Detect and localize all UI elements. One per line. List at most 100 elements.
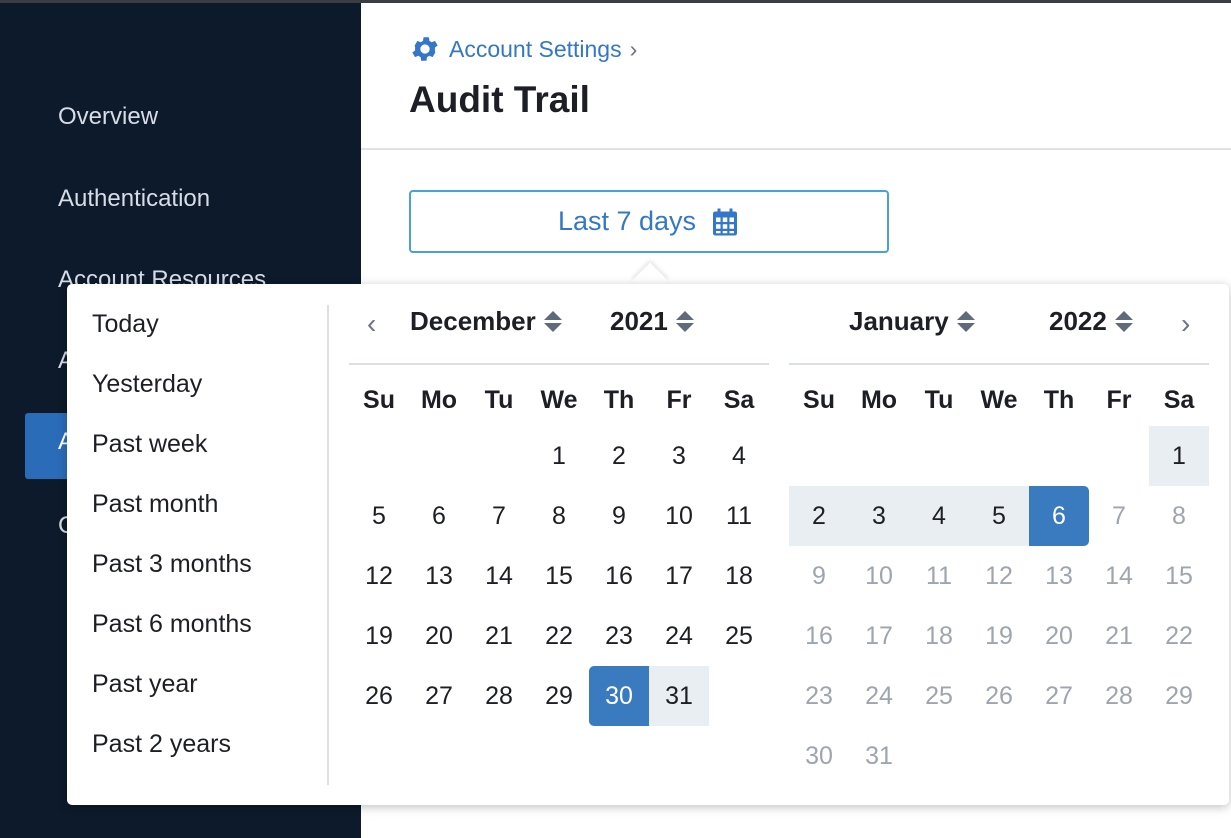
day-cell[interactable]: 21 xyxy=(485,621,513,650)
up-down-icon xyxy=(543,311,562,332)
day-cell[interactable]: 23 xyxy=(605,621,633,650)
day-cell[interactable]: 8 xyxy=(552,501,566,530)
day-cell[interactable]: 2 xyxy=(612,441,626,470)
breadcrumb-account-settings[interactable]: Account Settings xyxy=(449,35,622,62)
day-cell[interactable]: 29 xyxy=(545,681,573,710)
day-cell[interactable]: 17 xyxy=(665,561,693,590)
day-cell[interactable]: 17 xyxy=(865,621,893,650)
day-cell[interactable]: 11 xyxy=(726,501,752,530)
day-cell[interactable]: 12 xyxy=(985,561,1013,590)
day-cell[interactable]: 26 xyxy=(365,681,393,710)
day-cell[interactable]: 18 xyxy=(725,561,753,590)
day-cell[interactable]: 16 xyxy=(805,621,833,650)
page-header: Account Settings › Audit Trail xyxy=(361,3,1231,150)
sidebar-item-overview[interactable]: Overview xyxy=(58,103,159,130)
day-cell[interactable]: 15 xyxy=(545,561,573,590)
breadcrumb[interactable]: Account Settings › xyxy=(409,33,637,65)
month-select[interactable]: December xyxy=(410,306,562,337)
chevron-right-icon: › xyxy=(629,35,638,62)
day-cell[interactable]: 19 xyxy=(365,621,393,650)
weekday-sa: Sa xyxy=(723,386,755,414)
day-cell[interactable]: 24 xyxy=(665,621,693,650)
weekday-su: Su xyxy=(363,386,395,414)
day-cell[interactable]: 20 xyxy=(1045,621,1073,650)
day-cell[interactable]: 7 xyxy=(1112,501,1126,530)
calendar-january: January 2022 › Su Mo Tu We Th Fr Sa 1 2 3 4 5 6 7 8 9 10… xyxy=(789,284,1209,805)
day-cell[interactable]: 18 xyxy=(925,621,953,650)
day-cell[interactable]: 2 xyxy=(789,486,849,546)
day-cell[interactable]: 6 xyxy=(1029,486,1089,546)
day-cell[interactable]: 31 xyxy=(865,741,893,770)
day-cell[interactable]: 11 xyxy=(926,561,952,590)
day-cell[interactable]: 28 xyxy=(485,681,513,710)
calendar-icon xyxy=(713,208,738,235)
day-cell[interactable]: 9 xyxy=(612,501,626,530)
preset-past-6-months[interactable]: Past 6 months xyxy=(92,610,252,638)
year-label: 2022 xyxy=(1049,306,1107,336)
preset-past-month[interactable]: Past month xyxy=(92,490,219,518)
day-cell[interactable]: 4 xyxy=(909,486,969,546)
month-select[interactable]: January xyxy=(849,306,975,337)
day-cell[interactable]: 13 xyxy=(1045,561,1073,590)
weekday-fr: Fr xyxy=(1106,386,1132,414)
preset-past-2-years[interactable]: Past 2 years xyxy=(92,730,231,758)
date-range-popup: Today Yesterday Past week Past month Past 3 … xyxy=(67,284,1229,805)
day-cell[interactable]: 22 xyxy=(1165,621,1193,650)
weekday-tu: Tu xyxy=(484,386,514,414)
day-cell[interactable]: 20 xyxy=(425,621,453,650)
day-cell[interactable]: 10 xyxy=(865,561,893,590)
day-cell[interactable]: 3 xyxy=(849,486,909,546)
day-cell[interactable]: 1 xyxy=(552,441,566,470)
preset-past-year[interactable]: Past year xyxy=(92,670,198,698)
calendar-divider xyxy=(349,363,769,365)
day-cell[interactable]: 25 xyxy=(925,681,953,710)
day-cell[interactable]: 8 xyxy=(1172,501,1186,530)
weekday-th: Th xyxy=(603,386,635,414)
date-range-button[interactable]: Last 7 days xyxy=(409,190,889,253)
calendar-december: ‹ December 2021 Su Mo Tu We Th Fr Sa 1 2 3 4 5 6 7 8 9 1… xyxy=(349,284,769,805)
day-cell[interactable]: 9 xyxy=(812,561,826,590)
day-cell[interactable]: 15 xyxy=(1165,561,1193,590)
day-cell[interactable]: 27 xyxy=(425,681,453,710)
preset-today[interactable]: Today xyxy=(92,310,159,338)
day-cell[interactable]: 24 xyxy=(865,681,893,710)
day-cell[interactable]: 28 xyxy=(1105,681,1133,710)
day-cell[interactable]: 25 xyxy=(725,621,753,650)
day-cell[interactable]: 22 xyxy=(545,621,573,650)
day-cell[interactable]: 3 xyxy=(672,441,686,470)
day-cell[interactable]: 27 xyxy=(1045,681,1073,710)
day-cell[interactable]: 4 xyxy=(732,441,746,470)
preset-past-week[interactable]: Past week xyxy=(92,430,208,458)
day-cell[interactable]: 29 xyxy=(1165,681,1193,710)
up-down-icon xyxy=(675,311,694,332)
day-cell[interactable]: 19 xyxy=(985,621,1013,650)
presets-divider xyxy=(327,305,329,785)
day-cell[interactable]: 31 xyxy=(649,666,709,726)
day-cell[interactable]: 16 xyxy=(605,561,633,590)
day-cell[interactable]: 26 xyxy=(985,681,1013,710)
month-label: December xyxy=(410,306,536,336)
day-cell[interactable]: 23 xyxy=(805,681,833,710)
day-cell[interactable]: 1 xyxy=(1149,426,1209,486)
next-month-icon[interactable]: › xyxy=(1181,308,1191,339)
year-select[interactable]: 2021 xyxy=(610,306,694,337)
weekday-fr: Fr xyxy=(666,386,692,414)
year-select[interactable]: 2022 xyxy=(1049,306,1133,337)
day-cell[interactable]: 13 xyxy=(425,561,453,590)
day-cell[interactable]: 30 xyxy=(589,666,649,726)
day-cell[interactable]: 14 xyxy=(485,561,513,590)
prev-month-icon[interactable]: ‹ xyxy=(367,308,377,339)
sidebar-item-authentication[interactable]: Authentication xyxy=(58,185,211,212)
weekday-sa: Sa xyxy=(1163,386,1195,414)
day-cell[interactable]: 6 xyxy=(432,501,446,530)
day-cell[interactable]: 30 xyxy=(805,741,833,770)
day-cell[interactable]: 5 xyxy=(372,501,386,530)
day-cell[interactable]: 21 xyxy=(1105,621,1133,650)
day-cell[interactable]: 12 xyxy=(365,561,393,590)
day-cell[interactable]: 14 xyxy=(1105,561,1133,590)
day-cell[interactable]: 10 xyxy=(665,501,693,530)
preset-past-3-months[interactable]: Past 3 months xyxy=(92,550,252,578)
day-cell[interactable]: 5 xyxy=(969,486,1029,546)
preset-yesterday[interactable]: Yesterday xyxy=(92,370,203,398)
day-cell[interactable]: 7 xyxy=(492,501,506,530)
